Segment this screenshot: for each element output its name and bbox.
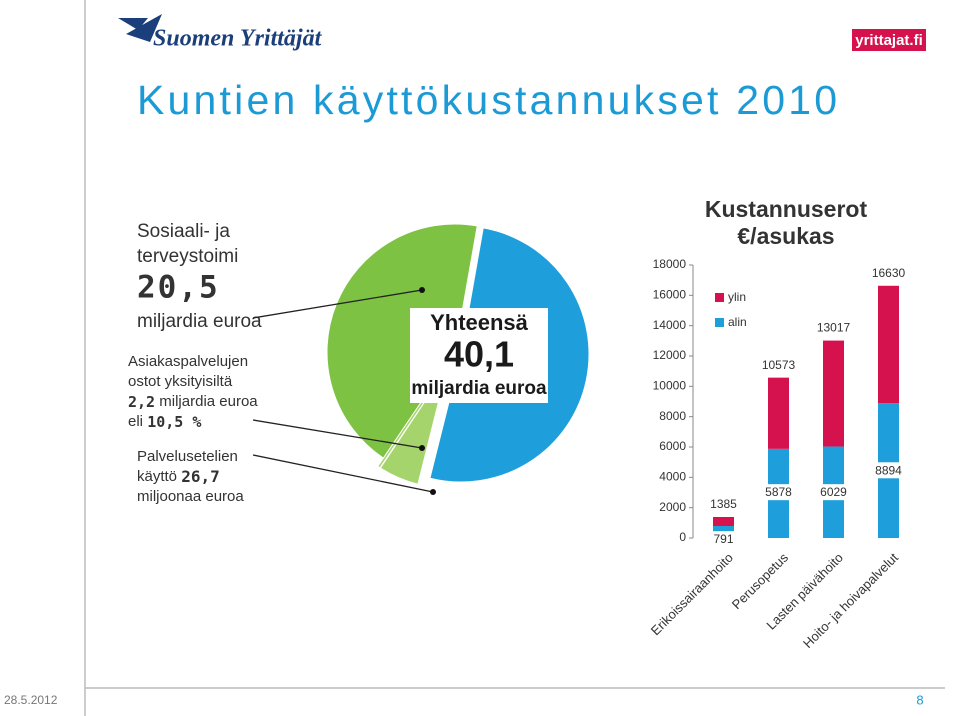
leader-line [252,419,423,449]
label-line: ostot yksityisiltä [128,373,233,390]
value-label-alin: 791 [713,532,733,546]
y-tick-label: 8000 [659,409,686,423]
y-tick-label: 0 [679,530,686,544]
value-label-ylin: 13017 [817,321,851,335]
value-label-alin: 5878 [765,485,792,499]
label-line: Sosiaali- ja [137,221,230,242]
value-label-alin: 8894 [875,463,902,477]
leader-dot [419,287,425,293]
x-tick-label: Hoito- ja hoivapalvelut [800,550,901,651]
value-label-bg [817,484,851,501]
y-tick-label: 10000 [653,379,687,393]
label-line: terveystoimi [137,246,238,267]
y-tick-label: 12000 [653,348,687,362]
legend-label: alin [728,315,747,329]
leader-dot [419,445,425,451]
value-label: 20,5 [137,270,220,306]
legend-swatch [715,318,724,327]
logo-left: Suomen Yrittäjät [153,26,323,52]
total-value: 40,1 [444,334,514,375]
value-label-bg [872,462,906,479]
chart-title: Kustannuserot [705,196,868,222]
total-unit: miljardia euroa [411,378,547,399]
value-line: 2,2 miljardia euroa [128,393,258,411]
logo-right-box [852,29,926,51]
value-label-ylin: 1385 [710,497,737,511]
y-tick-label: 14000 [653,318,687,332]
unit: miljardia euroa [159,393,258,410]
y-tick-label: 6000 [659,439,686,453]
label-line: Palvelusetelien [137,448,238,465]
value-label: 2,2 [128,393,155,411]
bar-ylin [823,340,844,447]
label-line: Asiakaspalvelujen [128,353,248,370]
value-label-bg [762,484,796,501]
leader-dot [430,489,436,495]
y-tick-label: 16000 [653,288,687,302]
y-tick-label: 4000 [659,470,686,484]
leader-line [252,454,434,493]
share-prefix: eli [128,413,143,430]
y-tick-label: 18000 [653,257,687,271]
value-label-alin: 6029 [820,485,847,499]
total-box [410,308,548,403]
share-label: 10,5 % [147,413,201,431]
footer-date: 28.5.2012 [4,693,58,707]
leader-line [252,289,423,319]
label-line: käyttö [137,468,177,485]
unit: miljardia euroa [137,311,262,332]
bar-ylin [768,377,789,449]
unit: miljoonaa euroa [137,488,244,505]
x-tick-label: Erikoissairaanhoito [648,550,736,638]
chart-subtitle: €/asukas [737,223,834,249]
legend-label: ylin [728,290,746,304]
y-tick-label: 2000 [659,500,686,514]
share-line: eli 10,5 % [128,413,201,431]
logo-mark [118,14,162,42]
bar-ylin [878,285,899,404]
value-line: käyttö 26,7 [137,467,220,486]
page-number: 8 [916,692,923,707]
bar-ylin [713,516,734,527]
value-label-ylin: 16630 [872,266,906,280]
slide-title: Kuntien käyttökustannukset 2010 [137,77,840,123]
value-label: 26,7 [181,467,220,486]
value-label-ylin: 10573 [762,358,796,372]
total-title: Yhteensä [430,310,529,335]
legend-swatch [715,293,724,302]
logo-right: yrittajat.fi [855,32,923,49]
bar-chart: 0 2000 4000 6000 8000 10000 12000 14000 16000 180… [648,257,906,651]
value-label-bg [710,531,737,548]
